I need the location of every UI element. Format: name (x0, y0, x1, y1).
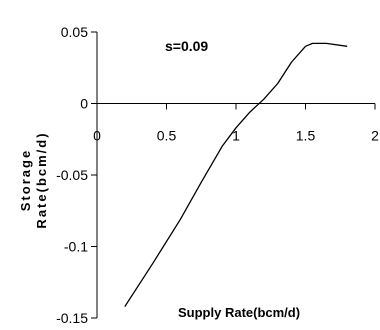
series-layer (124, 42, 348, 307)
x-tick-label: 2 (371, 128, 379, 144)
y-axis-label-line2: Rate(bcm/d) (34, 131, 49, 228)
y-tick-label: -0.05 (56, 167, 88, 183)
tick-labels: 0.05 0 -0.05 -0.1 -0.15 0 0.5 1 1.5 2 (56, 24, 379, 326)
x-tick-label: 0.5 (157, 128, 177, 144)
series-line (124, 42, 348, 307)
y-tick-label: -0.15 (56, 310, 88, 326)
x-tick-label: 1.5 (296, 128, 316, 144)
x-axis-label: Supply Rate(bcm/d) (178, 305, 300, 320)
x-tick-label: 0 (93, 128, 101, 144)
annotation-s-value: s=0.09 (165, 38, 208, 54)
y-tick-label: 0 (80, 96, 88, 112)
y-tick-label: 0.05 (61, 24, 88, 40)
y-tick-label: -0.1 (64, 239, 88, 255)
y-axis-label-line1: Storage (18, 149, 33, 211)
x-tick-label: 1 (232, 128, 240, 144)
axes (91, 31, 376, 319)
